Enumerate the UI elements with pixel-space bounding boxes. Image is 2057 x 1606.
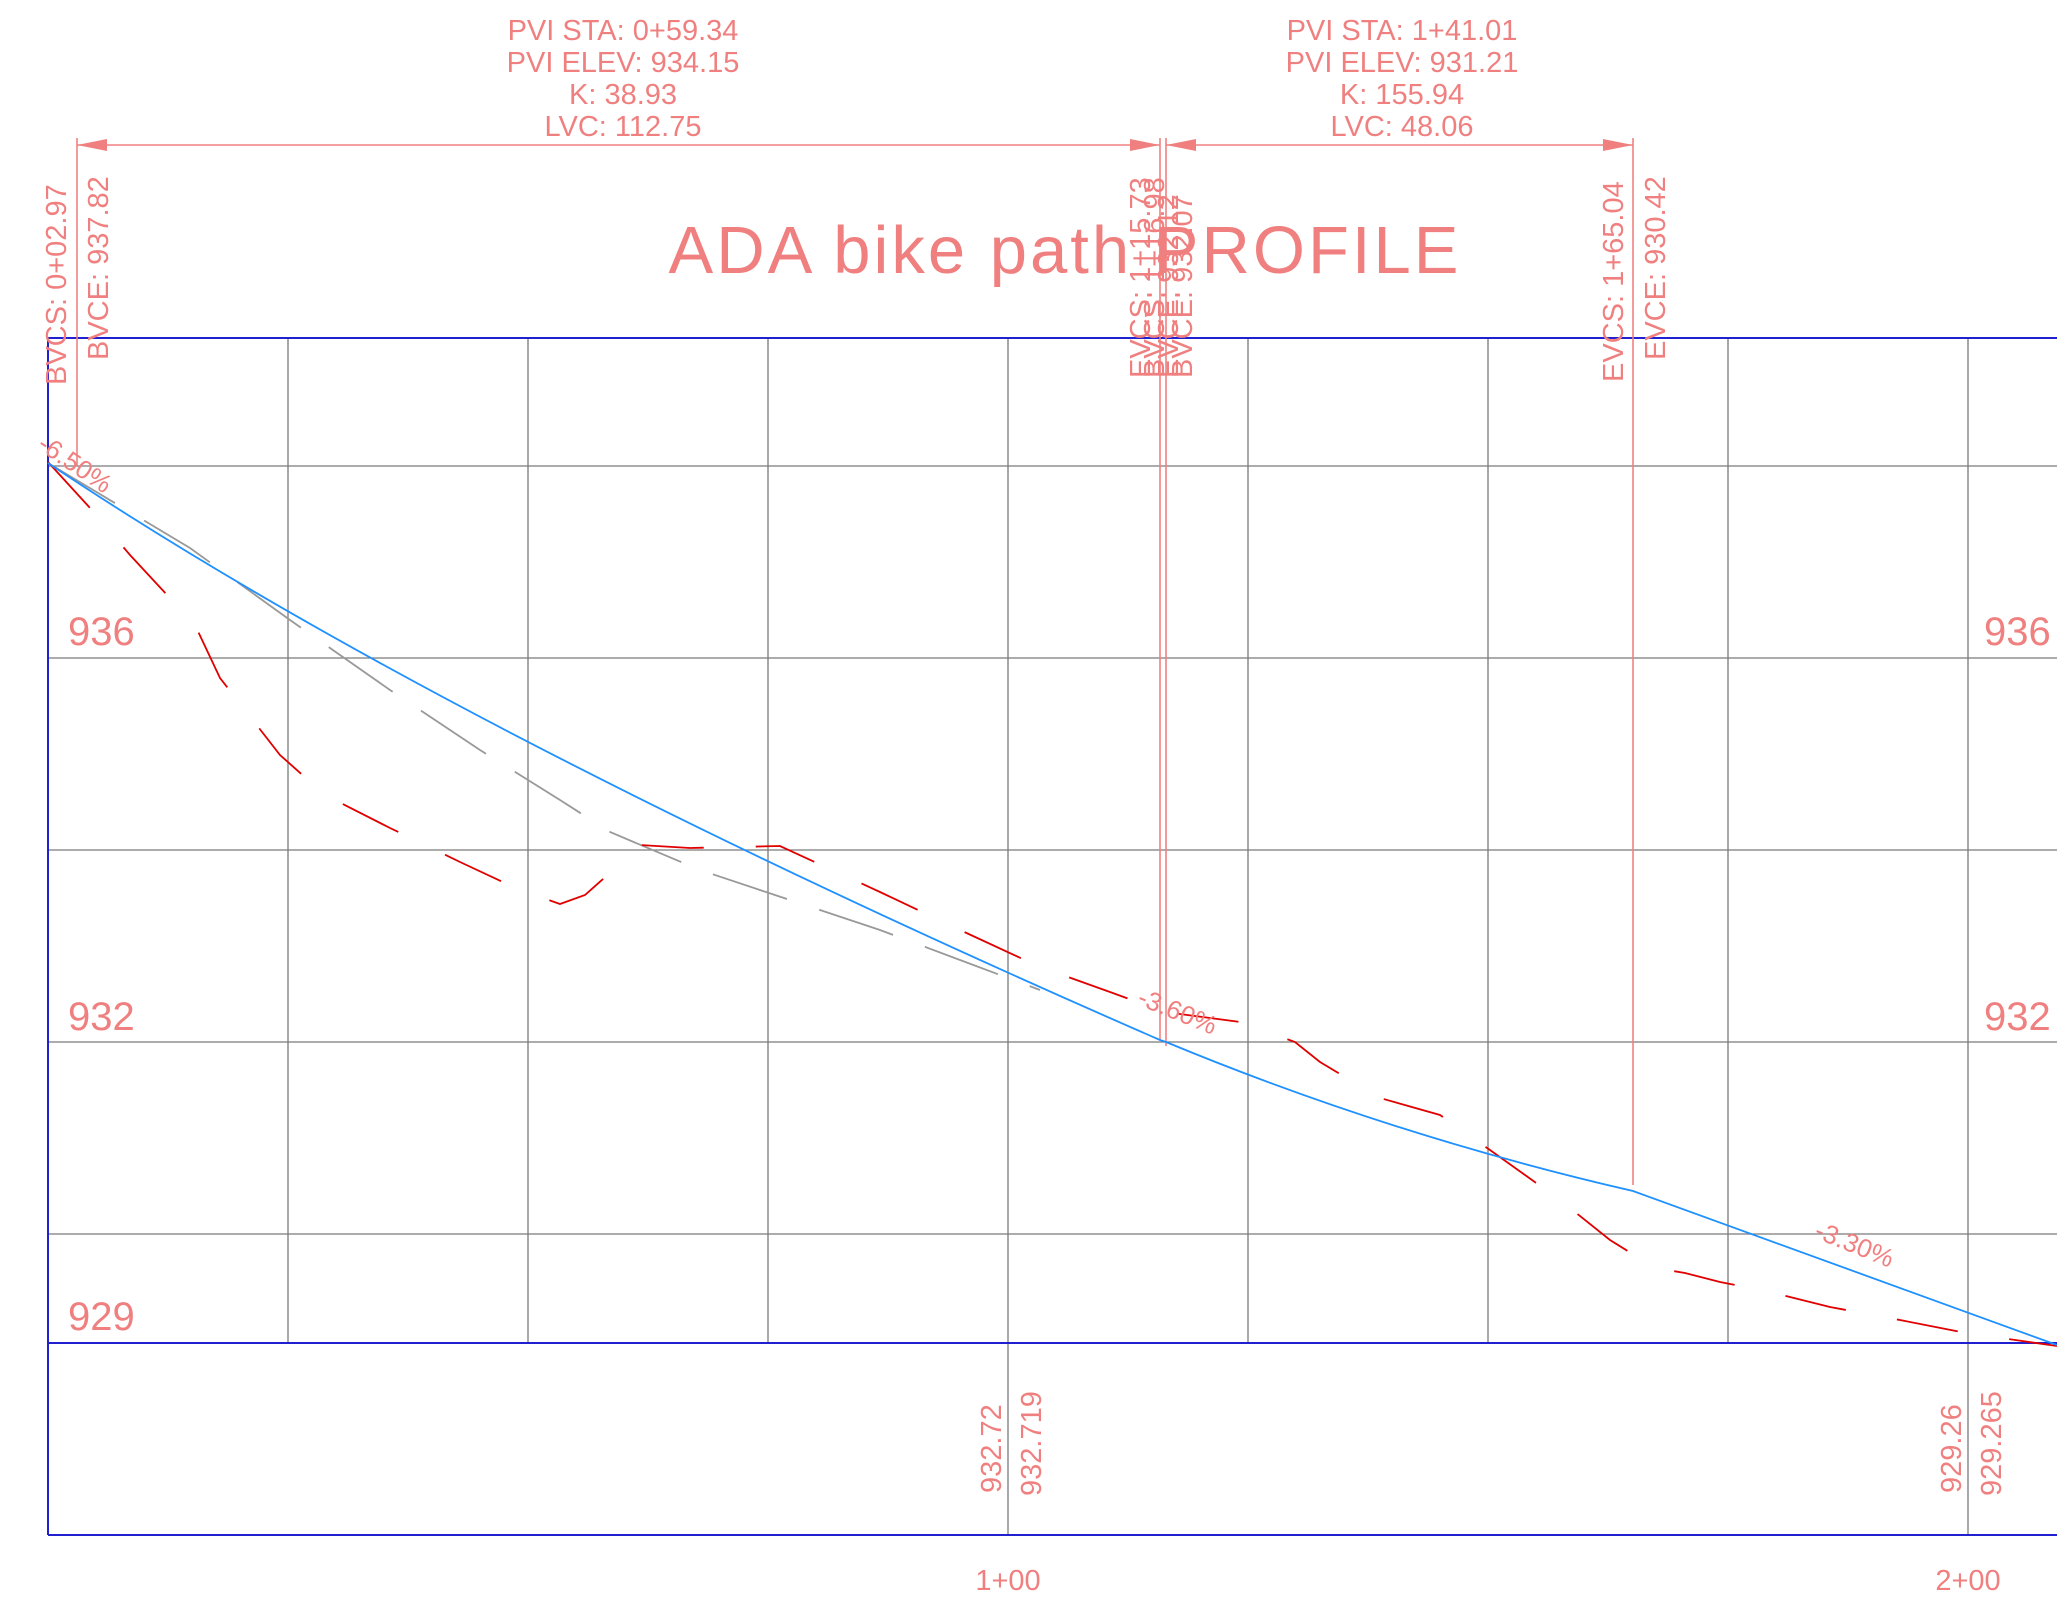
- curve-point-markers: [76, 138, 1634, 1185]
- elevation-labels-right: 936 932: [1984, 610, 2051, 1039]
- pvi-right-elev: PVI ELEV: 931.21: [1286, 47, 1519, 79]
- pvi-right-annotation: PVI STA: 1+41.01 PVI ELEV: 931.21 K: 155…: [1286, 15, 1519, 143]
- vc-2-start-arrow: [1166, 139, 1196, 151]
- profile-frame: [47, 337, 2057, 1536]
- proposed-elev-sta-2: 929.265: [1976, 1391, 2008, 1496]
- evce-1-label: EVCE: 932.12: [1153, 194, 1185, 378]
- pvi-right-k: K: 155.94: [1340, 79, 1464, 111]
- grade-labels: -6.50% -3.60% -3.30%: [33, 428, 1899, 1273]
- evce-2-label: EVCE: 930.42: [1640, 176, 1672, 360]
- curve-point-labels: BVCS: 0+02.97 BVCE: 937.82 EVCS: 1+15.73…: [41, 176, 1672, 385]
- elev-label-left: 936: [68, 610, 135, 654]
- station-elevation-band: 932.72 932.719 929.26 929.265: [976, 1391, 2008, 1496]
- grade-label-3: -3.30%: [1811, 1215, 1899, 1274]
- pvi-left-elev: PVI ELEV: 934.15: [507, 47, 740, 79]
- elev-label-right: 932: [1984, 995, 2051, 1039]
- pvi-left-sta: PVI STA: 0+59.34: [508, 15, 739, 47]
- bvcs-1-label: BVCS: 0+02.97: [41, 184, 73, 385]
- station-labels: 1+00 2+00: [975, 1565, 2000, 1597]
- proposed-elev-sta-1: 932.719: [1016, 1391, 1048, 1496]
- elev-label-right: 936: [1984, 610, 2051, 654]
- elev-label-left: 932: [68, 995, 135, 1039]
- profile-title: ADA bike path PROFILE: [669, 213, 1462, 288]
- pvi-left-lvc: LVC: 112.75: [545, 111, 702, 143]
- pvi-right-sta: PVI STA: 1+41.01: [1287, 15, 1518, 47]
- evcs-2-label: EVCS: 1+65.04: [1598, 181, 1630, 382]
- pvi-left-annotation: PVI STA: 0+59.34 PVI ELEV: 934.15 K: 38.…: [507, 15, 740, 143]
- elevation-labels-left: 936 932 929: [68, 610, 135, 1339]
- existing-elev-sta-1: 932.72: [976, 1404, 1008, 1493]
- grade-label-2: -3.60%: [1134, 982, 1222, 1041]
- bvce-1-label: BVCE: 937.82: [83, 176, 115, 360]
- vc-2-end-arrow: [1603, 139, 1633, 151]
- profile-grid: [48, 338, 2057, 1535]
- vc-1-end-arrow: [1130, 139, 1160, 151]
- ground-line-red: [47, 461, 2057, 1347]
- bvcs-2-label: BVCS: 1+16.98: [1139, 177, 1171, 378]
- proposed-profile-line: [47, 462, 2057, 1346]
- pvi-left-k: K: 38.93: [569, 79, 677, 111]
- station-label: 1+00: [975, 1565, 1040, 1597]
- evcs-1-label: EVCS: 1+15.73: [1125, 177, 1157, 378]
- bvce-2-label: BVCE: 932.07: [1167, 194, 1199, 378]
- station-label: 2+00: [1935, 1565, 2000, 1597]
- grade-label-1: -6.50%: [33, 428, 118, 499]
- vc-1-start-arrow: [77, 139, 107, 151]
- existing-ground-line: [47, 462, 1041, 991]
- existing-elev-sta-2: 929.26: [1936, 1404, 1968, 1493]
- elev-label-left: 929: [68, 1295, 135, 1339]
- vertical-curve-dimensions: [77, 139, 1633, 151]
- pvi-right-lvc: LVC: 48.06: [1331, 111, 1474, 143]
